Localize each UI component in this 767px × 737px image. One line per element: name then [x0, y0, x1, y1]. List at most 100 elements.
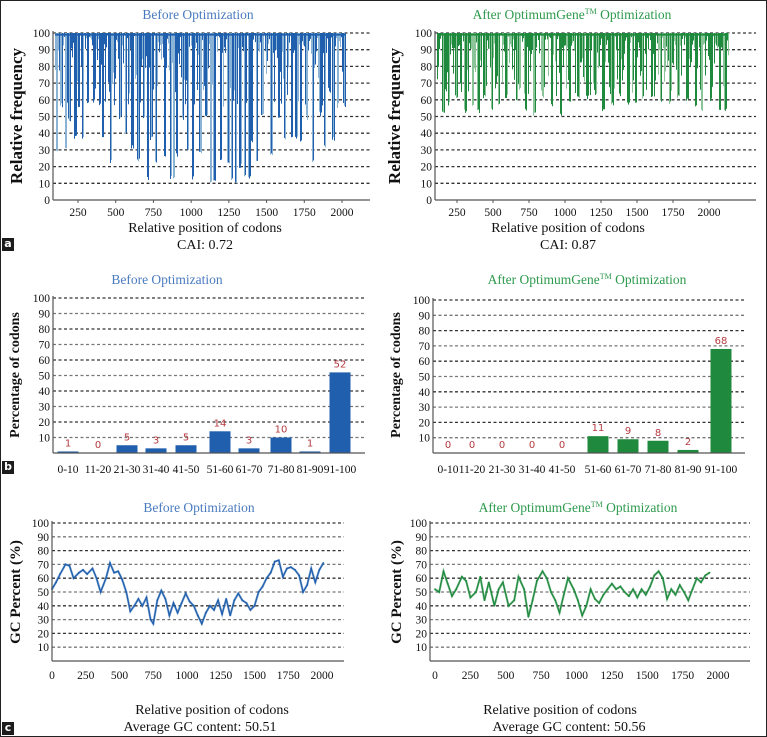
gc-point [180, 602, 183, 604]
gc-point [531, 599, 534, 602]
gc-point [545, 577, 548, 580]
gc-point [502, 581, 504, 584]
bar [329, 372, 351, 453]
gc-point [644, 593, 647, 596]
gc-point [221, 613, 224, 615]
y-tick-label: 10 [39, 433, 51, 445]
y-tick-label: 0 [426, 195, 432, 207]
bar [587, 436, 609, 453]
y-tick-label: 40 [39, 386, 51, 398]
x-axis-label: Relative position of codons [483, 703, 637, 718]
x-tick-label: 250 [462, 670, 480, 682]
y-tick-labels: 10 20 30 40 50 60 70 80 90 100 [33, 293, 51, 445]
x-tick-label: 2000 [707, 670, 730, 682]
gc-point [695, 577, 698, 580]
y-tick-label: 80 [39, 61, 51, 73]
gc-point [241, 599, 244, 602]
x-tick-label: 1500 [636, 670, 659, 682]
bar [299, 451, 321, 453]
chart-title: Before Optimization [142, 7, 254, 22]
x-tick-label: 1250 [217, 207, 240, 219]
gc-point [487, 581, 490, 584]
title-end: Optimization [597, 7, 672, 22]
gc-point [438, 591, 441, 593]
gc-point [606, 588, 609, 591]
x-category-label: 21-30 [489, 464, 516, 476]
y-tick-label: 30 [416, 615, 428, 627]
chart-title: Before Optimization [111, 272, 223, 287]
y-axis-label: Relative frequency [385, 47, 404, 184]
x-tick-label: 2000 [698, 207, 721, 219]
bar [710, 348, 732, 453]
gridlines [430, 522, 750, 648]
chart-title: After OptimumGeneTM Optimization [473, 7, 672, 22]
gc-point [700, 581, 702, 584]
y-tick-label: 100 [410, 518, 428, 530]
y-tick-label: 20 [421, 162, 433, 174]
x-tick-label: 1750 [671, 670, 694, 682]
gc-point [273, 560, 276, 563]
y-tick-label: 100 [413, 295, 431, 307]
gc-point [213, 609, 215, 611]
value-label: 5 [124, 432, 130, 443]
gc-point [455, 588, 458, 591]
x-tick-label: 1750 [277, 670, 300, 682]
x-axis-label: Relative position of codons [128, 221, 282, 236]
gc-point [615, 588, 618, 591]
gridlines [433, 299, 745, 439]
gc-point [99, 591, 102, 593]
y-tick-label: 50 [416, 587, 428, 599]
chart-a-after: After OptimumGeneTM Optimization 0 10 20 30… [385, 7, 756, 253]
value-label: 0 [95, 440, 101, 451]
y-tick-label: 90 [39, 309, 51, 321]
gc-point [68, 564, 71, 567]
gc-point [535, 580, 538, 582]
gc-point [168, 614, 171, 617]
bar [145, 448, 167, 453]
value-label: 1 [65, 438, 71, 449]
x-tick-labels: 0-10 11-20 21-30 31-40 41-50 51-60 61-70 71-80 8… [437, 464, 737, 476]
y-tick-label: 0 [44, 195, 50, 207]
x-tick-label: 1500 [626, 207, 649, 219]
x-tick-label: 750 [533, 670, 551, 682]
y-tick-label: 60 [421, 95, 433, 107]
value-label: 2 [685, 437, 691, 448]
x-tick-label: 1500 [243, 670, 266, 682]
x-category-label: 31-40 [519, 464, 546, 476]
gridlines [52, 522, 344, 648]
x-category-label: 91-100 [705, 464, 738, 476]
y-tick-label: 50 [39, 112, 51, 124]
gc-point [129, 610, 132, 613]
bar [209, 431, 231, 453]
y-tick-label: 90 [419, 310, 431, 322]
value-label: 5 [183, 432, 189, 443]
x-category-label: 91-100 [324, 464, 357, 476]
gc-point [691, 588, 694, 591]
y-tick-label: 80 [38, 546, 50, 558]
y-tick-label: 60 [416, 573, 428, 585]
x-tick-label: 1000 [565, 670, 588, 682]
y-tick-label: 80 [421, 61, 433, 73]
gc-point [627, 595, 630, 598]
y-tick-label: 100 [415, 28, 433, 40]
gc-point [149, 618, 152, 621]
value-label: 52 [334, 359, 347, 370]
gc-point [117, 570, 120, 573]
profile-bars [437, 33, 729, 116]
gc-point [209, 604, 211, 607]
gc-point [217, 599, 219, 602]
gc-point [310, 567, 313, 570]
axes [432, 298, 745, 454]
gc-point [513, 599, 516, 602]
chart-c-before: Before Optimization 10203040506070809010… [8, 500, 344, 735]
gc-point [314, 581, 317, 584]
gc-point [64, 563, 67, 566]
x-tick-label: 1750 [662, 207, 685, 219]
x-tick-label: 1250 [600, 670, 623, 682]
chart-title: Before Optimization [143, 500, 255, 515]
gc-point [517, 575, 520, 578]
gc-point [527, 615, 530, 618]
gc-line-series [434, 567, 711, 619]
